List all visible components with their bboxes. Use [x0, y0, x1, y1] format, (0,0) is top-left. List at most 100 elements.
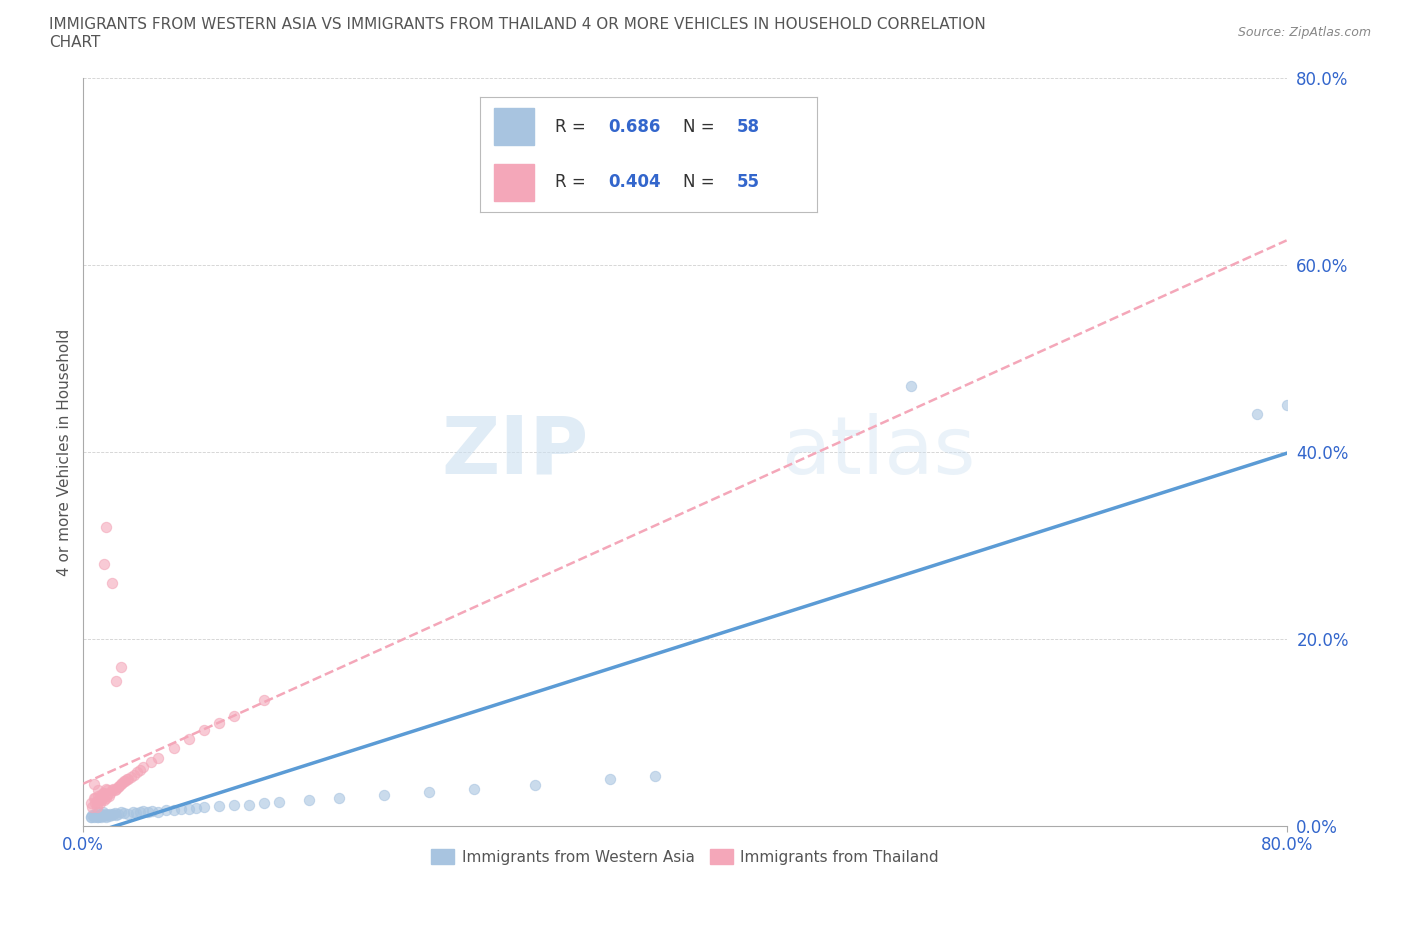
Text: atlas: atlas	[782, 413, 976, 491]
Point	[120, 770, 142, 785]
Point	[155, 803, 177, 817]
Point	[94, 519, 117, 534]
Point	[117, 772, 139, 787]
Point	[97, 789, 120, 804]
Point	[91, 807, 114, 822]
Point	[111, 776, 134, 790]
Text: IMMIGRANTS FROM WESTERN ASIA VS IMMIGRANTS FROM THAILAND 4 OR MORE VEHICLES IN H: IMMIGRANTS FROM WESTERN ASIA VS IMMIGRAN…	[49, 17, 986, 32]
Point	[86, 809, 108, 824]
Point	[107, 806, 129, 821]
Y-axis label: 4 or more Vehicles in Household: 4 or more Vehicles in Household	[58, 328, 72, 576]
Point	[108, 778, 131, 793]
Point	[94, 809, 117, 824]
Point	[87, 789, 110, 804]
Point	[110, 659, 132, 674]
Point	[101, 576, 124, 591]
Point	[463, 781, 485, 796]
Point	[91, 804, 114, 819]
Point	[90, 792, 112, 807]
Point	[83, 790, 105, 805]
Point	[162, 741, 184, 756]
Point	[112, 774, 135, 789]
Point	[93, 786, 115, 801]
Point	[125, 805, 148, 820]
Point	[141, 804, 163, 818]
Point	[328, 790, 350, 805]
Point	[98, 806, 121, 821]
Point	[122, 804, 145, 819]
Point	[90, 788, 112, 803]
Point	[124, 767, 146, 782]
Point	[105, 781, 128, 796]
Point	[267, 794, 290, 809]
Point	[107, 779, 129, 794]
Point	[148, 804, 170, 819]
Point	[84, 795, 107, 810]
Point	[96, 788, 118, 803]
Point	[86, 795, 108, 810]
Point	[222, 709, 245, 724]
Point	[96, 783, 118, 798]
Point	[193, 723, 215, 737]
Point	[96, 807, 118, 822]
Point	[104, 805, 127, 820]
Point	[373, 788, 395, 803]
Point	[87, 809, 110, 824]
Text: Source: ZipAtlas.com: Source: ZipAtlas.com	[1237, 26, 1371, 39]
Point	[82, 807, 104, 822]
Point	[103, 806, 125, 821]
Point	[127, 764, 149, 779]
Point	[89, 808, 111, 823]
Point	[84, 806, 107, 821]
Point	[170, 802, 193, 817]
Point	[83, 777, 105, 791]
Point	[104, 783, 127, 798]
Point	[101, 783, 124, 798]
Point	[115, 772, 138, 787]
Legend: Immigrants from Western Asia, Immigrants from Thailand: Immigrants from Western Asia, Immigrants…	[425, 843, 945, 870]
Point	[94, 781, 117, 796]
Point	[1246, 407, 1268, 422]
Point	[93, 557, 115, 572]
Point	[162, 803, 184, 817]
Point	[89, 790, 111, 805]
Point	[110, 777, 132, 791]
Point	[87, 804, 110, 819]
Point	[193, 800, 215, 815]
Point	[103, 781, 125, 796]
Point	[105, 673, 128, 688]
Point	[80, 809, 103, 824]
Point	[87, 792, 110, 807]
Point	[114, 774, 136, 789]
Point	[139, 755, 162, 770]
Point	[98, 786, 121, 801]
Point	[91, 786, 114, 801]
Point	[129, 804, 152, 819]
Point	[91, 790, 114, 805]
Point	[83, 809, 105, 824]
Point	[208, 799, 231, 814]
Point	[132, 804, 155, 818]
Point	[253, 795, 276, 810]
Point	[298, 792, 321, 807]
Point	[93, 792, 115, 807]
Point	[80, 795, 103, 810]
Point	[900, 379, 922, 394]
Point	[93, 808, 115, 823]
Point	[86, 800, 108, 815]
Point	[132, 760, 155, 775]
Point	[87, 807, 110, 822]
Point	[523, 777, 546, 792]
Point	[84, 808, 107, 823]
Point	[105, 807, 128, 822]
Point	[84, 790, 107, 805]
Point	[90, 809, 112, 824]
Point	[82, 800, 104, 815]
Point	[136, 804, 159, 819]
Point	[110, 804, 132, 819]
Point	[644, 769, 666, 784]
Text: CHART: CHART	[49, 35, 101, 50]
Point	[418, 785, 440, 800]
Point	[238, 797, 260, 812]
Point	[117, 806, 139, 821]
